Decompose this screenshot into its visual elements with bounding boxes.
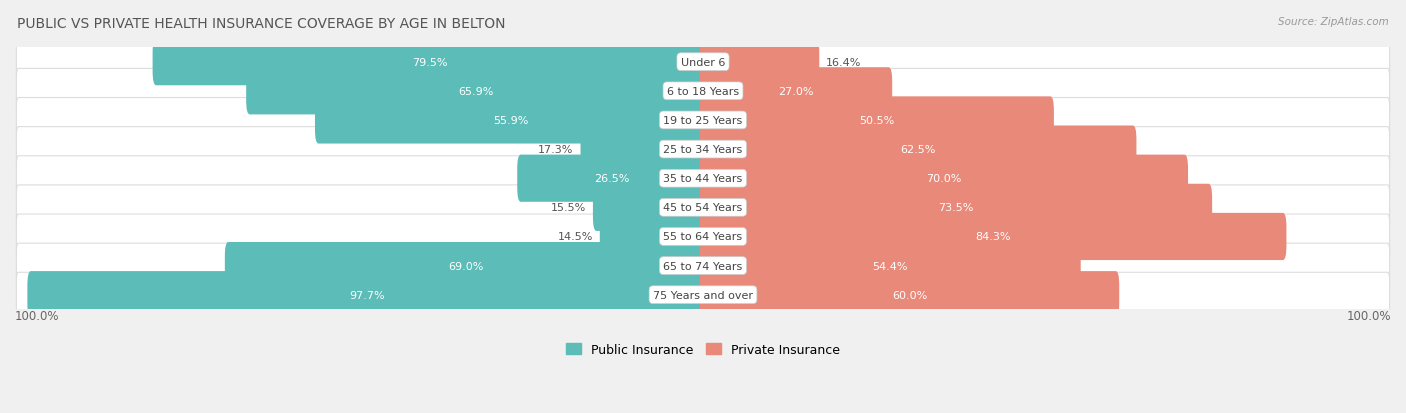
FancyBboxPatch shape bbox=[593, 184, 706, 231]
FancyBboxPatch shape bbox=[27, 271, 706, 318]
FancyBboxPatch shape bbox=[700, 242, 1081, 290]
FancyBboxPatch shape bbox=[17, 127, 1389, 172]
Text: 97.7%: 97.7% bbox=[349, 290, 385, 300]
FancyBboxPatch shape bbox=[153, 39, 706, 86]
Text: 45 to 54 Years: 45 to 54 Years bbox=[664, 203, 742, 213]
Text: Source: ZipAtlas.com: Source: ZipAtlas.com bbox=[1278, 17, 1389, 26]
FancyBboxPatch shape bbox=[17, 185, 1389, 230]
Text: 60.0%: 60.0% bbox=[891, 290, 927, 300]
FancyBboxPatch shape bbox=[700, 184, 1212, 231]
FancyBboxPatch shape bbox=[17, 244, 1389, 288]
FancyBboxPatch shape bbox=[581, 126, 706, 173]
FancyBboxPatch shape bbox=[225, 242, 706, 290]
Text: 100.0%: 100.0% bbox=[15, 309, 59, 323]
Text: 55 to 64 Years: 55 to 64 Years bbox=[664, 232, 742, 242]
Text: 100.0%: 100.0% bbox=[1347, 309, 1391, 323]
Text: Under 6: Under 6 bbox=[681, 57, 725, 67]
Text: PUBLIC VS PRIVATE HEALTH INSURANCE COVERAGE BY AGE IN BELTON: PUBLIC VS PRIVATE HEALTH INSURANCE COVER… bbox=[17, 17, 505, 31]
Text: 50.5%: 50.5% bbox=[859, 116, 894, 126]
Text: 16.4%: 16.4% bbox=[827, 57, 862, 67]
FancyBboxPatch shape bbox=[17, 40, 1389, 85]
Text: 54.4%: 54.4% bbox=[872, 261, 908, 271]
FancyBboxPatch shape bbox=[700, 214, 1286, 261]
Text: 19 to 25 Years: 19 to 25 Years bbox=[664, 116, 742, 126]
Text: 75 Years and over: 75 Years and over bbox=[652, 290, 754, 300]
Text: 25 to 34 Years: 25 to 34 Years bbox=[664, 145, 742, 155]
FancyBboxPatch shape bbox=[17, 69, 1389, 114]
FancyBboxPatch shape bbox=[17, 214, 1389, 259]
FancyBboxPatch shape bbox=[17, 273, 1389, 317]
Text: 6 to 18 Years: 6 to 18 Years bbox=[666, 87, 740, 97]
FancyBboxPatch shape bbox=[246, 68, 706, 115]
FancyBboxPatch shape bbox=[517, 155, 706, 202]
Text: 27.0%: 27.0% bbox=[778, 87, 814, 97]
Text: 35 to 44 Years: 35 to 44 Years bbox=[664, 174, 742, 184]
FancyBboxPatch shape bbox=[700, 97, 1054, 144]
Text: 65.9%: 65.9% bbox=[458, 87, 494, 97]
FancyBboxPatch shape bbox=[315, 97, 706, 144]
FancyBboxPatch shape bbox=[700, 271, 1119, 318]
Text: 14.5%: 14.5% bbox=[558, 232, 593, 242]
FancyBboxPatch shape bbox=[700, 155, 1188, 202]
Text: 17.3%: 17.3% bbox=[538, 145, 574, 155]
Text: 55.9%: 55.9% bbox=[494, 116, 529, 126]
FancyBboxPatch shape bbox=[17, 157, 1389, 201]
Text: 62.5%: 62.5% bbox=[900, 145, 935, 155]
Text: 73.5%: 73.5% bbox=[938, 203, 973, 213]
Text: 65 to 74 Years: 65 to 74 Years bbox=[664, 261, 742, 271]
Text: 26.5%: 26.5% bbox=[595, 174, 630, 184]
FancyBboxPatch shape bbox=[700, 68, 893, 115]
Text: 79.5%: 79.5% bbox=[412, 57, 447, 67]
FancyBboxPatch shape bbox=[600, 214, 706, 261]
Text: 84.3%: 84.3% bbox=[976, 232, 1011, 242]
FancyBboxPatch shape bbox=[700, 39, 820, 86]
Text: 70.0%: 70.0% bbox=[927, 174, 962, 184]
FancyBboxPatch shape bbox=[700, 126, 1136, 173]
Text: 69.0%: 69.0% bbox=[449, 261, 484, 271]
Legend: Public Insurance, Private Insurance: Public Insurance, Private Insurance bbox=[561, 338, 845, 361]
FancyBboxPatch shape bbox=[17, 98, 1389, 143]
Text: 15.5%: 15.5% bbox=[551, 203, 586, 213]
